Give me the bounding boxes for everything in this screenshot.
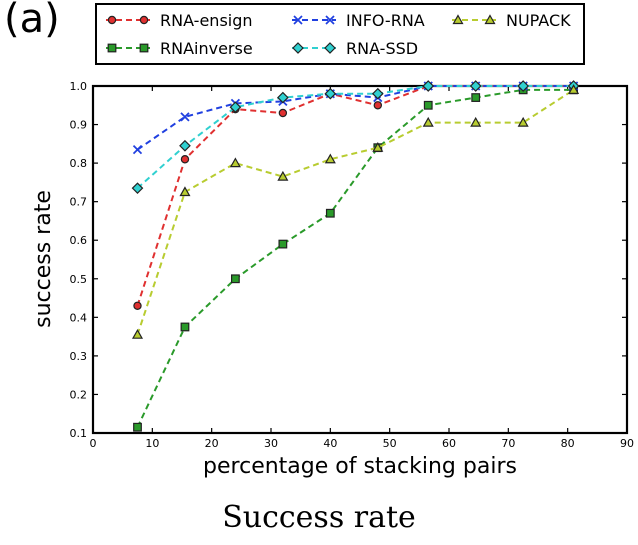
- legend: RNA-ensign RNAinverse INFO-RNA RNA-SSD NUPAC…: [95, 3, 585, 65]
- data-point: [324, 153, 336, 164]
- panel-label: (a): [4, 0, 60, 42]
- plot-frame: [91, 84, 629, 435]
- figure-caption: Success rate: [222, 500, 416, 535]
- data-point: [278, 108, 288, 118]
- y-tick-label: 0.5: [70, 273, 88, 286]
- legend-entry: RNAinverse: [106, 39, 253, 58]
- series-line: [136, 85, 574, 307]
- data-point: [180, 322, 190, 332]
- x-tick-label: 70: [501, 437, 515, 450]
- series-line: [136, 85, 574, 189]
- data-point: [229, 157, 241, 168]
- data-point: [470, 116, 482, 127]
- legend-marker: [107, 43, 117, 53]
- legend-marker: [139, 15, 149, 25]
- axes: 0 10 20 30 40 50 60 70 80 90 0.1 0.2 0.3 0.4 0.5 0.6 0.7…: [70, 80, 635, 450]
- data-point: [517, 116, 529, 127]
- series-line: [136, 85, 574, 151]
- y-tick-label: 0.8: [70, 157, 88, 170]
- y-tick-label: 0.9: [70, 119, 88, 132]
- data-point: [131, 182, 144, 195]
- legend-marker: [484, 14, 496, 25]
- legend-entry: RNA-SSD: [292, 39, 418, 58]
- x-tick-label: 10: [145, 437, 159, 450]
- series-line: [136, 88, 574, 428]
- data-point: [373, 101, 382, 110]
- y-axis-label: success rate: [31, 190, 56, 328]
- data-point: [133, 422, 142, 432]
- legend-label: RNAinverse: [160, 39, 253, 58]
- legend-entry: NUPACK: [452, 11, 571, 30]
- legend-marker: [325, 15, 335, 25]
- data-point: [423, 100, 433, 110]
- data-point: [278, 239, 288, 249]
- data-point: [231, 274, 240, 284]
- y-tick-label: 0.6: [70, 234, 88, 247]
- legend-entry: RNA-ensign: [106, 11, 253, 30]
- data-point: [133, 301, 142, 310]
- legend-label: NUPACK: [506, 11, 571, 30]
- legend-entry: INFO-RNA: [292, 11, 425, 30]
- y-tick-label: 0.7: [70, 196, 88, 209]
- data-point: [229, 101, 242, 114]
- y-tick-label: 1.0: [70, 80, 88, 93]
- x-tick-label: 60: [442, 437, 456, 450]
- y-tick-label: 0.3: [70, 350, 88, 363]
- data-point: [132, 144, 143, 155]
- data-point: [422, 116, 434, 127]
- x-tick-label: 80: [561, 437, 575, 450]
- x-tick-label: 50: [383, 437, 397, 450]
- y-tick-label: 0.4: [70, 311, 88, 324]
- legend-marker: [293, 15, 303, 25]
- series-rna-ensign: [133, 81, 578, 310]
- data-point: [277, 170, 289, 181]
- data-point: [372, 141, 384, 152]
- data-point: [517, 80, 530, 92]
- data-point: [471, 93, 481, 102]
- data-point: [277, 91, 289, 104]
- data-point: [324, 87, 337, 100]
- series-info-rna: [132, 81, 579, 155]
- series-rnainverse: [133, 85, 578, 432]
- data-point: [325, 208, 335, 218]
- legend-box: [95, 3, 585, 65]
- x-tick-label: 0: [90, 437, 97, 450]
- x-tick-label: 90: [620, 437, 634, 450]
- legend-marker: [292, 42, 304, 54]
- legend-label: RNA-SSD: [346, 39, 418, 58]
- legend-label: RNA-ensign: [160, 11, 253, 30]
- legend-marker: [139, 43, 149, 53]
- y-tick-label: 0.2: [70, 388, 88, 401]
- data-point: [568, 84, 580, 94]
- series-nupack: [131, 84, 580, 339]
- legend-marker: [324, 42, 336, 54]
- data-point: [179, 186, 191, 197]
- data-point: [180, 155, 190, 164]
- legend-label: INFO-RNA: [346, 11, 425, 30]
- data-point: [371, 87, 384, 100]
- series-line: [136, 89, 575, 335]
- y-tick-label: 0.1: [70, 427, 88, 440]
- x-tick-label: 20: [205, 437, 219, 450]
- data-point: [422, 80, 435, 92]
- data-point: [180, 112, 190, 122]
- legend-marker: [452, 14, 464, 25]
- data-point: [131, 328, 144, 339]
- x-tick-label: 40: [323, 437, 337, 450]
- legend-marker: [107, 15, 117, 25]
- series-layer: [131, 80, 580, 432]
- x-axis-label: percentage of stacking pairs: [203, 454, 517, 479]
- series-rna-ssd: [131, 80, 580, 195]
- data-point: [469, 80, 482, 92]
- data-point: [179, 139, 191, 152]
- x-tick-label: 30: [264, 437, 278, 450]
